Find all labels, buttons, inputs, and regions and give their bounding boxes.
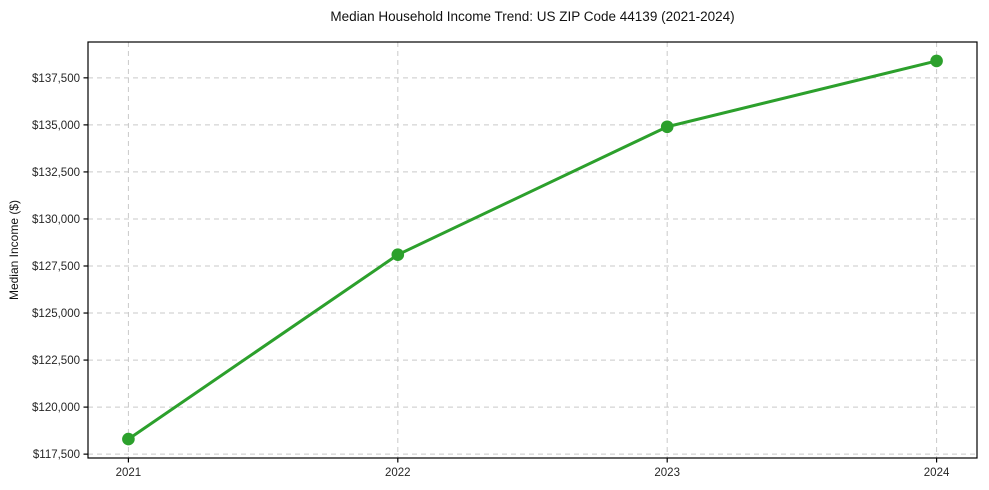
y-tick-label: $132,500 — [32, 167, 80, 179]
x-tick-label: 2022 — [385, 467, 411, 479]
data-point-2021 — [122, 432, 135, 446]
y-tick-label: $137,500 — [32, 73, 80, 85]
y-tick-label: $135,000 — [32, 120, 80, 132]
y-tick-label: $120,000 — [32, 402, 80, 414]
x-tick-label: 2024 — [924, 467, 950, 479]
y-tick-label: $130,000 — [32, 214, 80, 226]
y-tick-label: $117,500 — [33, 449, 80, 461]
y-tick-label: $127,500 — [32, 261, 80, 273]
x-tick-label: 2021 — [116, 467, 142, 479]
data-point-2024 — [930, 54, 943, 68]
y-tick-label: $122,500 — [32, 355, 80, 367]
data-point-2022 — [391, 248, 405, 262]
chart-title: Median Household Income Trend: US ZIP Co… — [330, 9, 735, 24]
plot-border — [87, 41, 978, 459]
y-tick-label: $125,000 — [32, 308, 80, 320]
trend-line — [126, 59, 939, 441]
data-point-2023 — [660, 120, 674, 134]
x-tick-label: 2023 — [654, 467, 680, 479]
